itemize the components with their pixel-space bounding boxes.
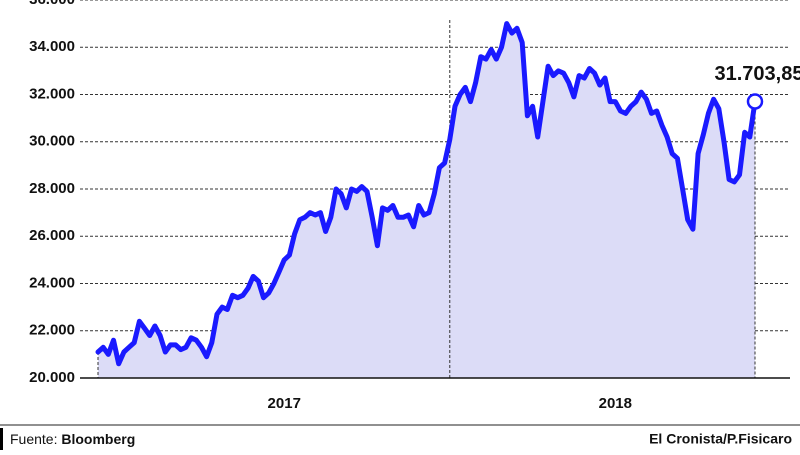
y-tick-label: 32.000 [29, 85, 75, 102]
y-tick-label: 24.000 [29, 274, 75, 291]
source: Bloomberg [61, 431, 135, 447]
area [98, 23, 755, 378]
source-label: Fuente: [10, 431, 57, 447]
y-tick-label: 28.000 [29, 180, 75, 197]
y-tick-label: 36.000 [29, 0, 75, 8]
footer-source: Fuente: Bloomberg [10, 431, 135, 447]
line [95, 21, 758, 367]
footer-marker [0, 428, 3, 450]
credit: El Cronista/P.Fisicaro [649, 431, 792, 447]
x-tick-label: 2017 [268, 395, 301, 412]
end-marker [746, 93, 764, 110]
y-tick-label: 20.000 [29, 369, 75, 386]
end-label: 31.703,85 [715, 63, 800, 85]
y-tick-label: 26.000 [29, 227, 75, 244]
x-tick-label: 2018 [599, 395, 632, 412]
y-tick-label: 34.000 [29, 38, 75, 55]
y-tick-label: 22.000 [29, 322, 75, 339]
y-tick-label: 30.000 [29, 133, 75, 150]
